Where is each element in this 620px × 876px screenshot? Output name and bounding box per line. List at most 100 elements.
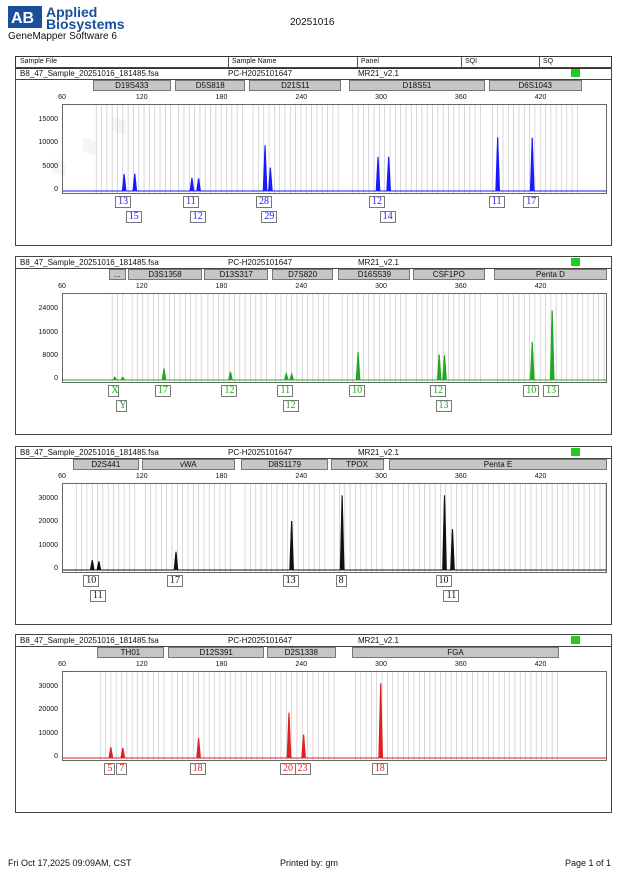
trace-svg xyxy=(63,294,606,382)
locus-marker[interactable]: D6S1043 xyxy=(488,80,582,91)
locus-marker[interactable]: ... xyxy=(108,269,126,280)
locus-marker[interactable]: Penta D xyxy=(494,269,607,280)
locus-marker[interactable]: D19S433 xyxy=(92,80,171,91)
allele-label[interactable]: 12 xyxy=(369,196,386,208)
allele-label[interactable]: 11 xyxy=(488,196,505,208)
locus-marker[interactable]: D8S1179 xyxy=(241,459,328,470)
locus-marker[interactable]: TH01 xyxy=(96,647,165,658)
allele-label[interactable]: 17 xyxy=(523,196,540,208)
peak xyxy=(196,178,201,192)
plot-area[interactable] xyxy=(62,671,607,761)
locus-marker[interactable]: D21S11 xyxy=(249,80,342,91)
allele-label[interactable]: 18 xyxy=(371,763,388,775)
allele-label[interactable]: 13 xyxy=(282,575,299,587)
y-tick-label: 30000 xyxy=(38,495,58,502)
locus-marker[interactable]: D3S1358 xyxy=(128,269,202,280)
allele-label[interactable]: 13 xyxy=(115,196,132,208)
allele-label[interactable]: 12 xyxy=(221,385,238,397)
locus-marker[interactable]: D16S539 xyxy=(338,269,411,280)
panel-name: MR21_v2.1 xyxy=(358,448,399,457)
locus-marker[interactable]: D7S820 xyxy=(272,269,334,280)
allele-label[interactable]: 11 xyxy=(89,590,106,602)
y-tick-label: 30000 xyxy=(38,683,58,690)
x-tick-label: 120 xyxy=(135,94,148,101)
x-tick-label: 180 xyxy=(215,94,228,101)
x-tick-label: 240 xyxy=(295,661,308,668)
allele-label[interactable]: 10 xyxy=(435,575,452,587)
allele-label[interactable]: 7 xyxy=(116,763,128,775)
allele-label[interactable]: 29 xyxy=(261,211,278,223)
y-tick-label: 10000 xyxy=(38,541,58,549)
locus-marker[interactable]: D5S818 xyxy=(174,80,246,91)
allele-label[interactable]: 10 xyxy=(83,575,100,587)
electropherogram-panel-green: B8_47_Sample_20251016_181485.fsa PC-H2025… xyxy=(15,256,612,435)
peak xyxy=(450,529,455,571)
locus-marker[interactable]: D2S441 xyxy=(72,459,140,470)
allele-label[interactable]: 13 xyxy=(435,400,452,412)
allele-label[interactable]: Y xyxy=(116,400,128,412)
allele-label[interactable]: 28 xyxy=(256,196,273,208)
peak xyxy=(284,373,289,381)
allele-label[interactable]: 12 xyxy=(189,211,206,223)
peak xyxy=(132,173,137,192)
allele-label[interactable]: 20 xyxy=(279,763,296,775)
locus-marker[interactable]: D13S317 xyxy=(204,269,269,280)
column-sample-file: Sample File xyxy=(20,58,57,65)
peak xyxy=(495,137,500,192)
x-tick-label: 60 xyxy=(58,94,66,101)
locus-marker[interactable]: vWA xyxy=(141,459,235,470)
electropherogram-panel-black: B8_47_Sample_20251016_181485.fsa PC-H2025… xyxy=(15,446,612,625)
locus-marker[interactable]: TPOX xyxy=(330,459,384,470)
allele-label[interactable]: 11 xyxy=(277,385,294,397)
allele-label[interactable]: 11 xyxy=(443,590,460,602)
allele-label[interactable]: 17 xyxy=(166,575,183,587)
x-tick-label: 360 xyxy=(454,661,467,668)
peak xyxy=(228,371,233,381)
allele-label[interactable]: X xyxy=(108,385,120,397)
locus-marker[interactable]: Penta E xyxy=(389,459,607,470)
peak xyxy=(289,520,294,571)
trace-svg xyxy=(63,105,606,193)
allele-label[interactable]: 12 xyxy=(430,385,447,397)
brand-line-2: Biosystems xyxy=(46,16,125,32)
allele-label[interactable]: 5 xyxy=(104,763,116,775)
allele-label[interactable]: 12 xyxy=(282,400,299,412)
allele-label[interactable]: 11 xyxy=(182,196,199,208)
allele-label[interactable]: 10 xyxy=(523,385,540,397)
locus-marker[interactable]: D18S51 xyxy=(349,80,485,91)
column-sq: SQ xyxy=(543,58,554,65)
plot-area[interactable] xyxy=(62,104,607,194)
locus-marker[interactable]: FGA xyxy=(351,647,560,658)
peak xyxy=(263,145,268,192)
allele-label[interactable]: 15 xyxy=(125,211,142,223)
sample-info-row: B8_47_Sample_20251016_181485.fsa PC-H2025… xyxy=(16,68,611,80)
y-tick-label: 10000 xyxy=(38,139,58,147)
plot-area[interactable] xyxy=(62,293,607,383)
locus-marker[interactable]: CSF1PO xyxy=(412,269,485,280)
locus-marker[interactable]: D2S1338 xyxy=(266,647,336,658)
svg-text:AB: AB xyxy=(11,10,34,27)
allele-label[interactable]: 17 xyxy=(155,385,172,397)
allele-label[interactable]: 23 xyxy=(294,763,311,775)
sample-file-name: B8_47_Sample_20251016_181485.fsa xyxy=(20,69,159,78)
peak xyxy=(356,352,361,381)
plot-area[interactable] xyxy=(62,483,607,573)
peak xyxy=(386,156,391,192)
allele-label[interactable]: 14 xyxy=(379,211,396,223)
allele-label[interactable]: 8 xyxy=(335,575,347,587)
locus-marker[interactable]: D12S391 xyxy=(168,647,265,658)
x-tick-label: 420 xyxy=(534,661,547,668)
y-tick-label: 20000 xyxy=(38,518,58,526)
quality-indicator xyxy=(571,448,580,456)
allele-label[interactable]: 18 xyxy=(189,763,206,775)
x-tick-label: 240 xyxy=(295,283,308,290)
column-panel: Panel xyxy=(361,58,379,65)
x-tick-label: 180 xyxy=(215,473,228,480)
y-tick-label: 20000 xyxy=(38,706,58,714)
electropherogram-panel-blue: B8_47_Sample_20251016_181485.fsa PC-H2025… xyxy=(15,67,612,246)
printed-by: Printed by: gm xyxy=(280,858,339,868)
allele-label[interactable]: 10 xyxy=(349,385,366,397)
allele-label[interactable]: 13 xyxy=(543,385,560,397)
peak xyxy=(122,174,127,192)
sample-info-row: B8_47_Sample_20251016_181485.fsa PC-H2025… xyxy=(16,257,611,269)
